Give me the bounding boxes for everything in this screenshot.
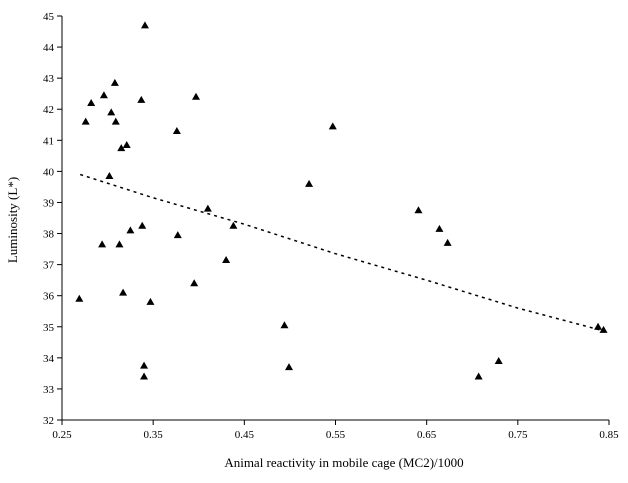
data-point-triangle (117, 144, 126, 152)
y-tick-label: 38 (43, 229, 55, 241)
data-point-triangle (190, 279, 199, 287)
data-point-triangle (599, 325, 608, 333)
data-point-triangle (474, 372, 483, 380)
data-point-triangle (111, 117, 120, 125)
y-tick-label: 33 (43, 384, 55, 396)
data-point-triangle (115, 240, 124, 248)
data-point-triangle (328, 122, 337, 130)
trendline (79, 173, 601, 331)
x-tick-label: 0.35 (144, 429, 164, 441)
data-point-triangle (305, 179, 314, 187)
y-tick-label: 35 (43, 322, 55, 334)
x-ticks: 0.25 0.35 0.45 0.55 0.65 0.75 0.85 (52, 420, 619, 441)
data-point-triangle (122, 140, 131, 148)
y-axis-title: Luminosity (L*) (5, 177, 20, 263)
data-point-triangle (414, 206, 423, 214)
data-point-triangle (140, 21, 149, 29)
data-point-triangle (81, 117, 90, 125)
y-tick-label: 44 (43, 42, 55, 54)
data-point-triangle (172, 126, 181, 134)
data-point-triangle (594, 322, 603, 330)
y-tick-label: 45 (43, 11, 55, 23)
data-point-triangle (146, 297, 155, 305)
x-tick-label: 0.55 (326, 429, 346, 441)
data-point-triangle (280, 321, 289, 329)
plot-area: 32 33 34 35 36 37 38 39 40 41 42 43 44 45 0.25 0.35 0.4… (43, 11, 619, 441)
data-point-triangle (173, 231, 182, 239)
data-point-triangle (110, 78, 119, 86)
data-point-triangle (99, 91, 108, 99)
data-point-triangle (203, 204, 212, 212)
data-point-triangle (137, 95, 146, 103)
x-axis-title: Animal reactivity in mobile cage (MC2)/1… (224, 455, 463, 470)
data-point-triangle (494, 356, 503, 364)
x-tick-label: 0.65 (417, 429, 437, 441)
y-tick-label: 37 (43, 260, 55, 272)
data-point-triangle (119, 288, 128, 296)
y-tick-label: 34 (43, 353, 55, 365)
x-tick-label: 0.25 (52, 429, 72, 441)
x-tick-label: 0.85 (599, 429, 619, 441)
x-tick-label: 0.45 (235, 429, 255, 441)
data-point-triangle (105, 172, 114, 180)
y-tick-label: 42 (43, 104, 54, 116)
y-ticks: 32 33 34 35 36 37 38 39 40 41 42 43 44 45 (43, 11, 62, 427)
data-point-triangle (107, 108, 116, 116)
data-point-triangle (222, 255, 231, 263)
y-tick-label: 40 (43, 166, 55, 178)
y-tick-label: 41 (43, 135, 54, 147)
y-tick-label: 39 (43, 197, 55, 209)
data-point-triangle (98, 240, 107, 248)
y-tick-label: 32 (43, 415, 54, 427)
data-point-triangle (75, 294, 84, 302)
data-point-triangle (443, 238, 452, 246)
data-points (75, 21, 608, 380)
data-point-triangle (229, 221, 238, 229)
y-tick-label: 36 (43, 291, 55, 303)
data-point-triangle (87, 99, 96, 107)
data-point-triangle (435, 224, 444, 232)
data-point-triangle (138, 221, 147, 229)
data-point-triangle (140, 361, 149, 369)
data-point-triangle (192, 92, 201, 100)
data-point-triangle (126, 226, 135, 234)
data-point-triangle (285, 363, 294, 371)
x-tick-label: 0.75 (508, 429, 528, 441)
data-point-triangle (140, 372, 149, 380)
y-tick-label: 43 (43, 73, 55, 85)
